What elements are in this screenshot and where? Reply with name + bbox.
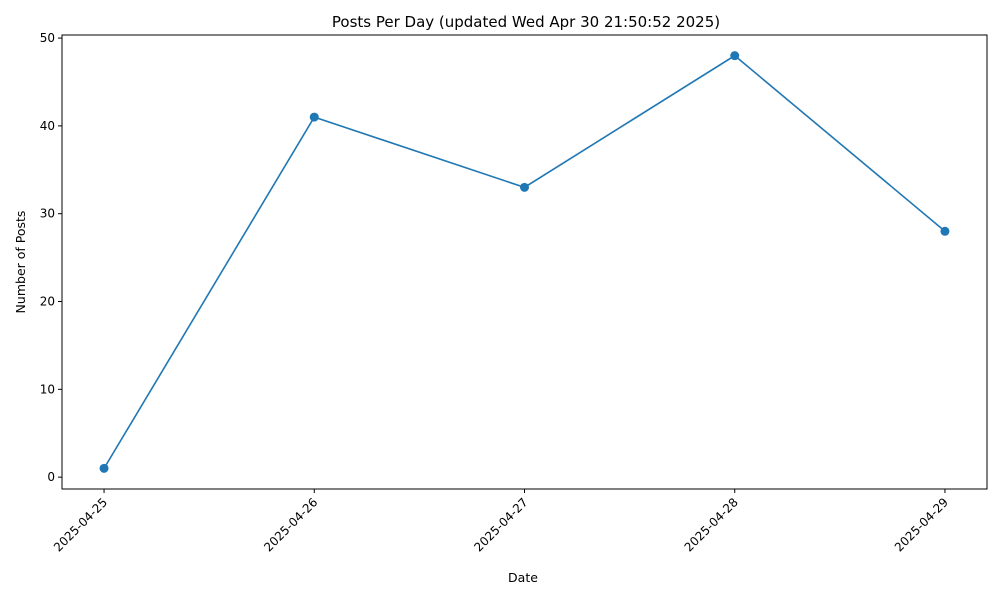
x-tick-label: 2025-04-29 [892, 495, 951, 554]
chart-title: Posts Per Day (updated Wed Apr 30 21:50:… [332, 13, 720, 31]
plot-frame [61, 34, 988, 490]
x-tick-label: 2025-04-27 [471, 495, 530, 554]
y-tick-label: 10 [40, 382, 55, 396]
data-point [520, 182, 529, 192]
y-tick-label: 20 [40, 295, 55, 309]
x-tick-label: 2025-04-26 [261, 495, 320, 554]
data-point [309, 112, 319, 122]
data-point [940, 226, 950, 236]
x-tick-label: 2025-04-28 [682, 495, 741, 554]
y-axis-label: Number of Posts [13, 211, 28, 314]
y-tick-label: 50 [40, 31, 55, 45]
data-point [99, 463, 109, 473]
series-line [103, 54, 946, 469]
data-point [730, 51, 740, 61]
x-tick-label: 2025-04-25 [51, 495, 110, 554]
plot-area: 0 10 20 30 40 50 2025-04-25 2025-04-26 2025-04-2… [40, 31, 988, 554]
y-tick-label: 40 [40, 119, 55, 133]
y-tick-label: 0 [47, 470, 55, 484]
x-axis-label: Date [508, 570, 538, 585]
y-tick-label: 30 [40, 207, 55, 221]
